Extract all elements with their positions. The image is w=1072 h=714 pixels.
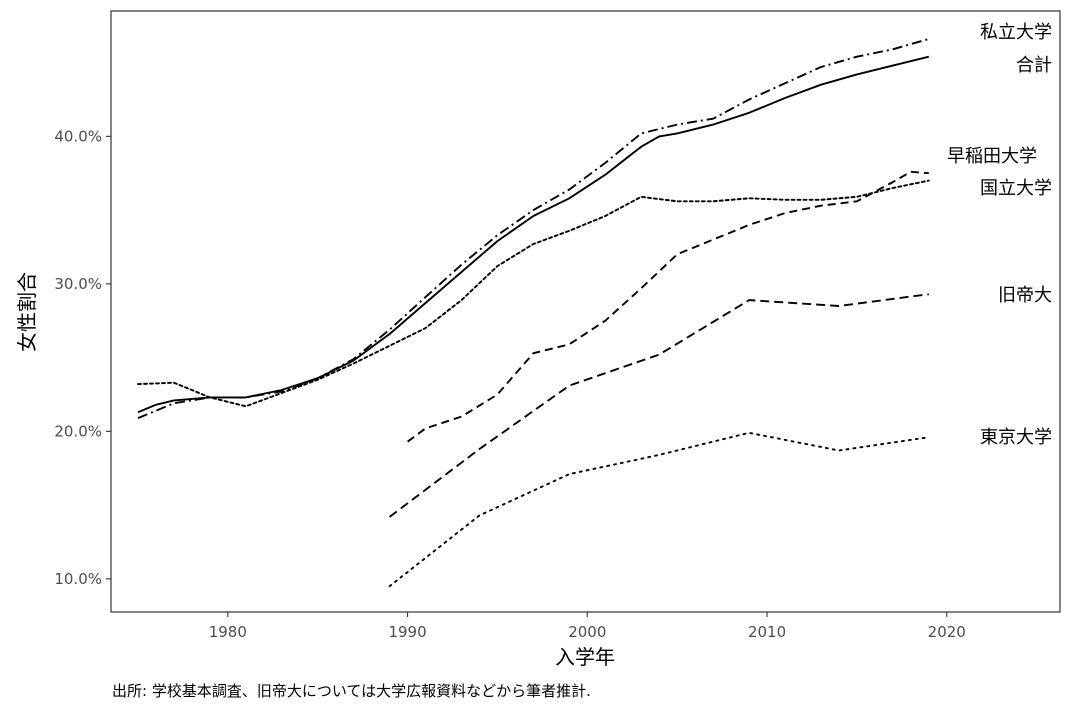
x-axis-title: 入学年 [555,645,615,669]
y-axis: 10.0% 20.0% 30.0% 40.0% [54,127,111,588]
x-tick-label: 1990 [388,623,426,641]
series-line-3 [137,179,930,408]
series-label-0: 私立大学 [980,22,1052,43]
y-axis-title: 女性割合 [15,272,39,352]
series-line-0 [137,38,930,419]
plot-panel-frame [110,10,1061,613]
series-line-5 [388,431,930,588]
series-label-5: 東京大学 [980,427,1052,448]
series-line-1 [137,55,930,414]
y-tick-label: 30.0% [54,275,102,293]
series-lines [137,38,930,588]
series-line-4 [389,293,929,518]
y-tick-label: 40.0% [54,127,102,145]
y-tick-label: 20.0% [54,422,102,440]
x-tick-label: 1980 [209,623,247,641]
series-label-1: 合計 [1016,55,1052,76]
series-label-3: 国立大学 [980,178,1052,199]
series-label-4: 旧帝大 [998,285,1052,306]
x-tick-label: 2010 [748,623,786,641]
y-tick-label: 10.0% [54,570,102,588]
x-axis: 1980 1990 2000 2010 2020 [209,612,966,641]
source-caption: 出所: 学校基本調査、旧帝大については大学広報資料などから筆者推計. [112,682,591,700]
series-line-2 [407,170,929,443]
x-tick-label: 2020 [928,623,966,641]
series-label-2: 早稲田大学 [947,146,1037,167]
x-tick-label: 2000 [568,623,606,641]
